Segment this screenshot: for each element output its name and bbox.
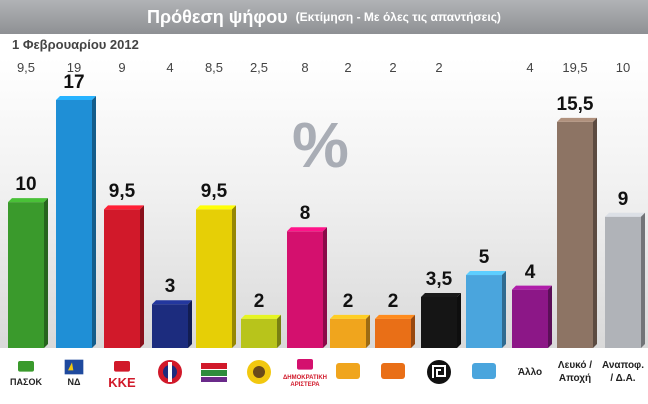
- syriza-flags-icon: [201, 363, 227, 382]
- bar-2: [56, 96, 96, 348]
- previous-value-label: 2: [344, 60, 352, 75]
- previous-value-label: 9: [118, 60, 126, 75]
- survey-date: 1 Φεβρουαρίου 2012: [12, 37, 139, 52]
- laos-icon: [150, 352, 190, 392]
- ecologists-sunflower-icon: [239, 352, 279, 392]
- chart-subtitle: (Εκτίμηση - Με όλες τις απαντήσεις): [295, 10, 501, 24]
- previous-value-label: 19,5: [562, 60, 588, 75]
- bar-10: [421, 292, 461, 348]
- previous-value-label: 4: [166, 60, 174, 75]
- kke-icon: ΚΚΕ: [102, 352, 142, 392]
- bar-11: [466, 271, 506, 348]
- bar-value-label: 10: [15, 174, 37, 196]
- bar-9: [375, 314, 415, 348]
- ecologists-sunflower-icon: [247, 360, 271, 384]
- pasok-sun-icon: ΠΑΣΟΚ: [6, 352, 46, 392]
- category-label: Λευκό / Αποχή: [555, 352, 595, 392]
- category-text: Λευκό / Αποχή: [557, 360, 593, 384]
- bar-8: [330, 314, 370, 348]
- drasi-icon: [373, 352, 413, 392]
- xekinima-icon: [464, 352, 504, 392]
- nd-torch-icon: [64, 359, 84, 374]
- party-logo-text: ΔΗΜΟΚΡΑΤΙΚΗ ΑΡΙΣΤΕΡΑ: [282, 375, 328, 388]
- previous-value-label: 2: [389, 60, 397, 75]
- bar-value-label: 8: [299, 203, 311, 225]
- democratic-alliance-icon: [328, 352, 368, 392]
- bar-6: [241, 314, 281, 348]
- category-text: Αναποφ. / Δ.Α.: [602, 360, 644, 384]
- golden-dawn-meander-icon: [427, 360, 451, 384]
- previous-value-label: 8,5: [204, 60, 224, 75]
- bar-value-label: 9: [617, 188, 629, 210]
- bar-value-label: 9,5: [200, 181, 228, 203]
- bar-12: [512, 285, 552, 348]
- bar-4: [152, 300, 192, 348]
- bar-14: [605, 212, 645, 348]
- previous-value-label: 10: [615, 60, 631, 75]
- chart-title: Πρόθεση ψήφου: [147, 6, 288, 27]
- bar-value-label: 17: [63, 72, 85, 93]
- dimar-icon: ΔΗΜΟΚΡΑΤΙΚΗ ΑΡΙΣΤΕΡΑ: [282, 352, 328, 392]
- previous-value-label: 8: [301, 60, 309, 75]
- pasok-sun-icon: [18, 360, 34, 372]
- xekinima-icon: [472, 363, 496, 379]
- syriza-flags-icon: [194, 352, 234, 392]
- previous-value-label: 9,5: [16, 60, 36, 75]
- kke-icon: [114, 360, 130, 372]
- bar-3: [104, 205, 144, 348]
- bar-5: [196, 205, 236, 348]
- golden-dawn-meander-icon: [419, 352, 459, 392]
- previous-value-label: 2: [435, 60, 443, 75]
- bar-13: [557, 117, 597, 348]
- category-label: Αναποφ. / Δ.Α.: [602, 352, 644, 392]
- title-bar: Πρόθεση ψήφου (Εκτίμηση - Με όλες τις απ…: [0, 0, 648, 34]
- party-logo-text: ΠΑΣΟΚ: [10, 376, 42, 387]
- previous-value-label: 4: [526, 60, 534, 75]
- bar-value-label: 2: [253, 290, 265, 312]
- category-label: Άλλο: [510, 352, 550, 392]
- bar-value-label: 3,5: [425, 268, 453, 290]
- bar-value-label: 4: [524, 261, 536, 283]
- party-logo-text: ΝΔ: [67, 376, 81, 387]
- bar-1: [8, 198, 48, 348]
- drasi-icon: [381, 363, 405, 379]
- bar-value-label: 2: [342, 290, 354, 312]
- democratic-alliance-icon: [336, 363, 360, 379]
- previous-value-label: 19: [66, 60, 82, 75]
- percent-sign: %: [292, 109, 349, 181]
- bar-value-label: 9,5: [108, 181, 136, 203]
- dimar-icon: [297, 359, 313, 370]
- bar-value-label: 5: [478, 247, 490, 269]
- laos-icon: [158, 360, 182, 384]
- nd-torch-icon: ΝΔ: [54, 352, 94, 392]
- bar-value-label: 2: [387, 290, 399, 312]
- bar-value-label: 3: [164, 276, 176, 298]
- bar-7: [287, 227, 327, 348]
- party-logo-text: ΚΚΕ: [108, 374, 136, 390]
- previous-value-label: 2,5: [249, 60, 269, 75]
- category-text: Άλλο: [517, 366, 543, 378]
- bar-value-label: 15,5: [556, 93, 594, 115]
